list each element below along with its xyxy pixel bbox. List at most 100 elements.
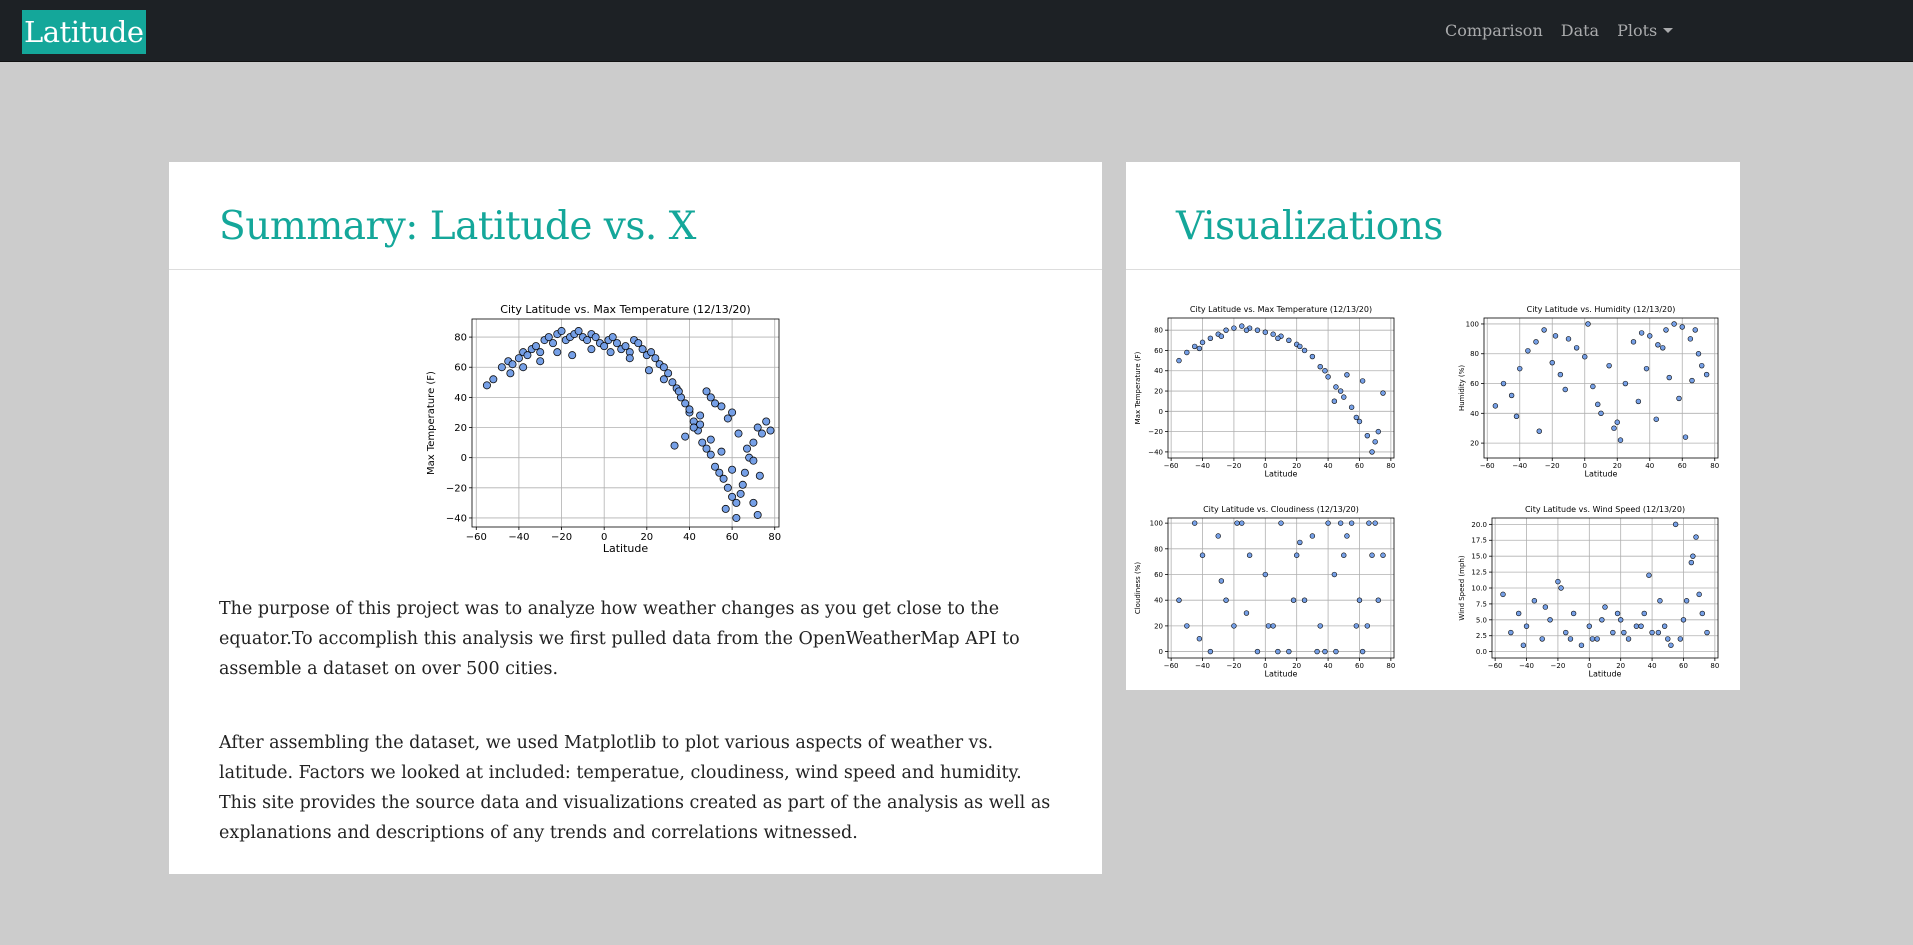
thumb-humidity-chart[interactable]: City Latitude vs. Humidity (12/13/20) −60… (1454, 300, 1722, 490)
data-point (1325, 374, 1331, 380)
x-tick-label: −20 (551, 532, 572, 543)
data-point (508, 360, 517, 369)
data-point (1586, 623, 1593, 629)
data-point (738, 480, 747, 489)
data-point (514, 354, 523, 363)
navbar: Latitude Comparison Data Plots (0, 0, 1913, 62)
data-point (1246, 552, 1253, 558)
data-point (1589, 636, 1596, 642)
data-point (1663, 327, 1669, 333)
nav-dropdown-plots[interactable]: Plots (1617, 21, 1674, 40)
data-point (1525, 348, 1531, 354)
data-point (1176, 357, 1182, 364)
data-point (681, 432, 690, 441)
data-point (1689, 377, 1695, 384)
x-tick-label: −40 (508, 532, 529, 543)
x-tick-label: −60 (1480, 462, 1495, 470)
y-tick-label: 2.5 (1476, 632, 1487, 640)
brand-logo-link[interactable]: Latitude (22, 10, 146, 54)
nav-link-data[interactable]: Data (1560, 21, 1600, 40)
data-point (1176, 597, 1182, 603)
data-point (1372, 520, 1378, 526)
plot-frame (471, 318, 780, 528)
nav-link-plots-label: Plots (1617, 21, 1658, 40)
y-tick-label: −40 (1148, 448, 1163, 456)
data-point (1617, 617, 1624, 623)
x-tick-label: 0 (1583, 462, 1587, 470)
data-point (1549, 359, 1555, 366)
x-tick-label: 80 (1710, 662, 1719, 670)
data-point (1199, 552, 1206, 558)
data-point (489, 375, 498, 384)
data-point (766, 426, 775, 435)
y-tick-label: 40 (1154, 597, 1163, 605)
data-point (482, 381, 491, 390)
visualizations-divider (1126, 269, 1740, 270)
data-point (1239, 520, 1245, 526)
data-point (1341, 394, 1347, 400)
data-point (1196, 636, 1203, 642)
x-tick-label: 20 (1616, 662, 1625, 670)
data-point (1606, 362, 1612, 369)
data-point (1265, 623, 1272, 629)
data-point (659, 363, 668, 372)
data-point (685, 405, 694, 414)
data-point (1693, 534, 1699, 540)
data-point (711, 462, 720, 471)
data-point (1655, 342, 1661, 348)
data-point (1557, 371, 1564, 378)
thumb-max-temp-chart[interactable]: City Latitude vs. Max Temperature (12/13… (1130, 300, 1398, 490)
data-point (1602, 604, 1608, 610)
data-point (706, 450, 715, 459)
data-point (1270, 331, 1276, 337)
x-tick-label: −40 (1512, 462, 1527, 470)
x-tick-label: 0 (1263, 662, 1267, 670)
data-point (1622, 380, 1629, 387)
data-point (1655, 629, 1662, 636)
x-tick-label: −40 (1519, 662, 1534, 670)
data-point (719, 474, 728, 483)
chart-title: City Latitude vs. Wind Speed (12/13/20) (1525, 505, 1685, 514)
thumb-wind-speed-chart[interactable]: City Latitude vs. Wind Speed (12/13/20) −… (1454, 502, 1722, 690)
x-tick-label: 60 (1679, 662, 1688, 670)
data-point (715, 468, 724, 477)
data-point (1359, 378, 1366, 384)
data-point (1301, 597, 1308, 603)
x-tick-label: 80 (1386, 662, 1395, 670)
plot-frame (1167, 517, 1395, 659)
data-point (1290, 597, 1297, 603)
thumb-cloudiness-chart[interactable]: City Latitude vs. Cloudiness (12/13/20) −… (1130, 502, 1398, 690)
data-point (1573, 345, 1580, 351)
data-point (717, 447, 726, 456)
y-tick-label: 10.0 (1471, 584, 1487, 592)
data-point (1317, 623, 1323, 629)
data-point (1231, 325, 1237, 331)
data-point (1369, 449, 1375, 455)
data-point (1641, 610, 1647, 617)
data-point (1643, 365, 1650, 372)
data-point (1536, 428, 1542, 434)
data-point (721, 504, 730, 513)
caret-down-icon (1663, 28, 1674, 33)
data-point (1531, 598, 1538, 604)
data-point (696, 420, 705, 429)
x-tick-label: −20 (1227, 662, 1242, 670)
plot-frame (1491, 517, 1719, 659)
data-point (1380, 390, 1386, 396)
data-point (1646, 572, 1652, 578)
data-point (506, 369, 515, 378)
data-point (1594, 636, 1600, 642)
data-point (1309, 353, 1316, 360)
data-point (1234, 520, 1240, 526)
data-point (740, 468, 749, 477)
data-point (621, 342, 630, 351)
nav-link-comparison[interactable]: Comparison (1445, 21, 1543, 40)
x-tick-label: 40 (1645, 462, 1654, 470)
data-point (1699, 610, 1706, 617)
y-tick-label: 40 (1154, 367, 1163, 375)
summary-title: Summary: Latitude vs. X (219, 204, 696, 249)
data-point (1565, 336, 1572, 342)
data-point (706, 435, 715, 444)
x-tick-label: 40 (683, 532, 696, 543)
data-point (600, 342, 609, 351)
